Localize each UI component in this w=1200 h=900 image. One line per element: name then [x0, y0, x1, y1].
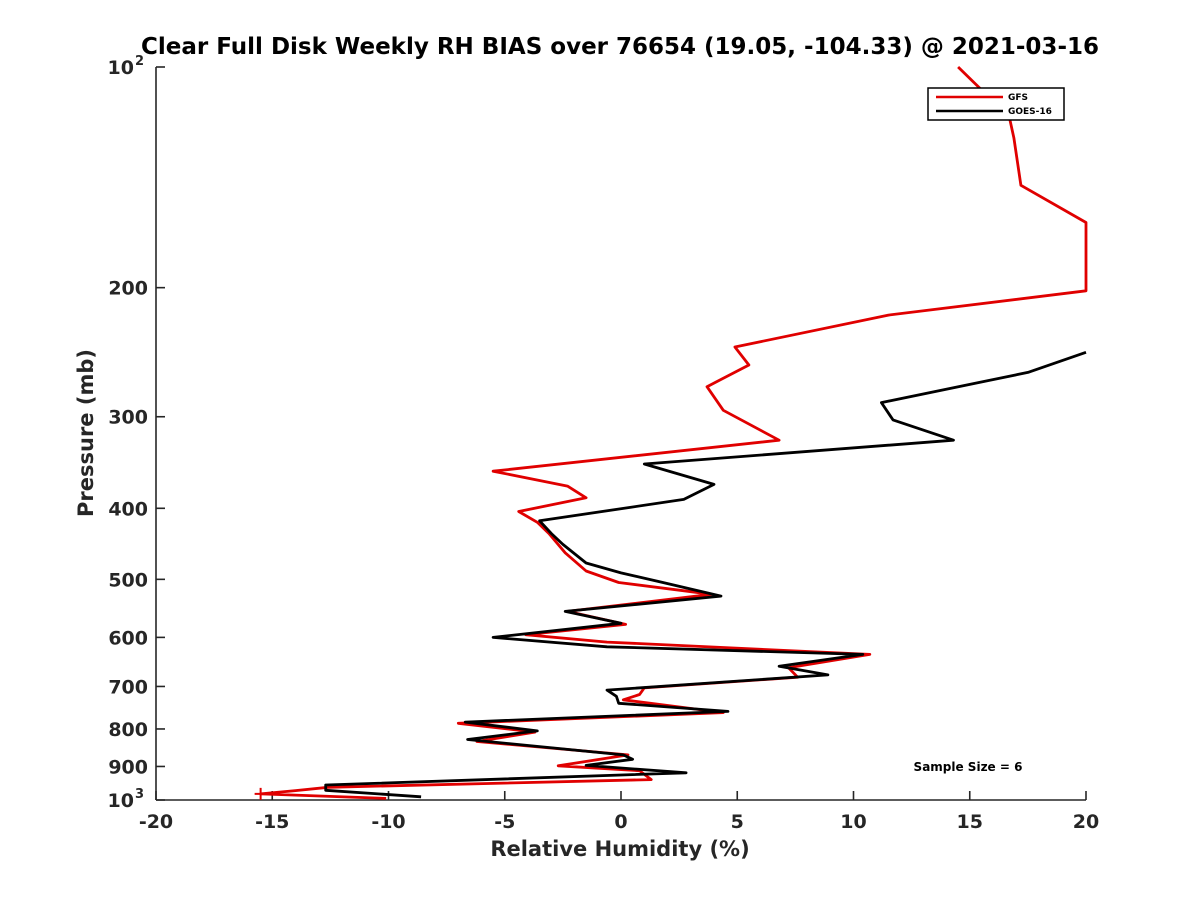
x-tick-label: -20 [139, 811, 173, 833]
series-lines [254, 65, 1088, 800]
x-tick-label: -5 [494, 811, 515, 833]
y-tick-label: 400 [108, 498, 148, 520]
x-tick-label: 15 [957, 811, 983, 833]
legend: GFS GOES-16 [927, 87, 1065, 121]
y-tick-label: 10 [108, 790, 134, 812]
y-axis-label: Pressure (mb) [74, 349, 98, 517]
x-tick-label: 5 [731, 811, 744, 833]
sample-size-annotation: Sample Size = 6 [914, 760, 1023, 774]
x-tick-label: 20 [1073, 811, 1099, 833]
chart-title: Clear Full Disk Weekly RH BIAS over 7665… [141, 34, 1099, 60]
x-tick-label: -10 [371, 811, 405, 833]
x-axis-label: Relative Humidity (%) [490, 837, 749, 861]
x-ticks: -20 -15 -10 -5 0 5 10 15 20 [139, 791, 1099, 833]
x-tick-label: -15 [255, 811, 289, 833]
y-tick-label: 900 [108, 756, 148, 778]
legend-box [927, 87, 1065, 121]
y-tick-label: 700 [108, 676, 148, 698]
series-line-goes16 [324, 350, 1087, 799]
y-tick-exponent: 2 [135, 54, 144, 69]
x-tick-label: 10 [840, 811, 866, 833]
y-tick-label: 200 [108, 278, 148, 300]
y-tick-label: 300 [108, 407, 148, 429]
gfs-marker [254, 787, 267, 800]
legend-label-gfs: GFS [1008, 93, 1028, 103]
y-tick-exponent: 3 [135, 787, 144, 802]
y-tick-label: 600 [108, 627, 148, 649]
x-tick-label: 0 [614, 811, 627, 833]
y-tick-label: 500 [108, 569, 148, 591]
legend-label-goes16: GOES-16 [1008, 107, 1052, 117]
y-tick-label: 10 [108, 57, 134, 79]
y-tick-label: 800 [108, 719, 148, 741]
